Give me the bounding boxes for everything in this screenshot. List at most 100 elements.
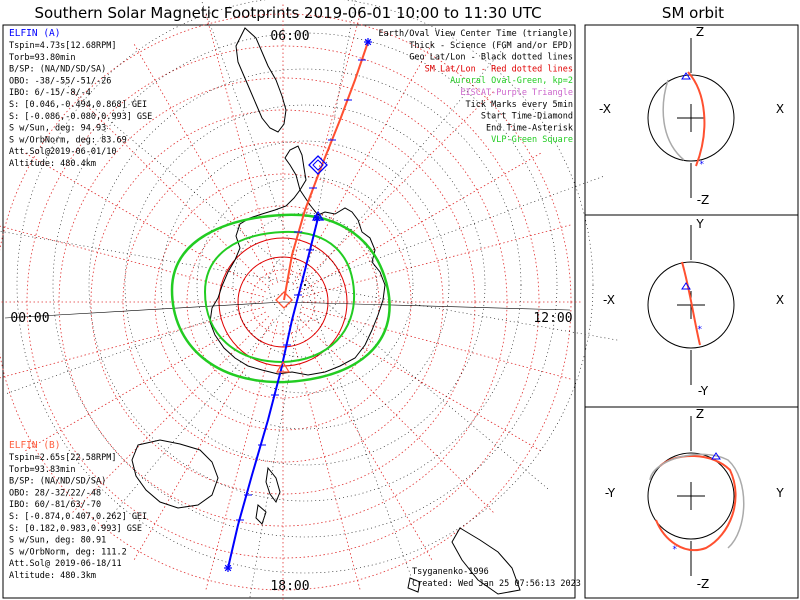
axis-label-top: Y [695,217,704,231]
geo-longitude-line [0,230,306,286]
legend-entry: End Time-Asterisk [486,123,573,133]
earth-circle [647,261,735,349]
axis-label-right: X [776,293,784,307]
orbit-triangle [681,72,691,80]
orbit-triangle [711,452,721,460]
sm-orbit-panels: Z -Z -X X Y -Y -X X Z -Z -Y Y * * * [599,25,784,591]
figure-title: Southern Solar Magnetic Footprints 2019-… [34,4,541,22]
sm-latlon-grid [0,2,583,600]
sm-longitude-line [287,12,362,283]
elfin-b-info: ELFIN (B) Tspin=2.65s[22.58RPM] Torb=93.83… [9,440,147,581]
sm-longitude-line [296,89,496,289]
auroral-ovals [170,213,391,384]
satellite-param: Att.Sol@2019-06-01/10 [9,147,116,157]
midnight-meridian [4,301,284,319]
satellite-param: Altitude: 480.4km [9,159,96,169]
sm-longitude-line [287,321,362,592]
satellite-param: S w/OrbNorm, deg: 111.2 [9,547,127,557]
sm-longitude-line [302,306,573,381]
island-coastline [407,577,421,593]
axis-label-left: -X [599,102,611,116]
geo-longitude-line [304,175,606,286]
elfin-b-track [283,41,369,301]
geo-latitude-circle [268,248,342,322]
orbit-panel-title: SM orbit [662,4,724,22]
sm-longitude-line [302,223,573,298]
time-label-left: 00:00 [10,311,49,326]
satellite-param: Att.Sol@ 2019-06-18/11 [9,559,122,569]
center-time-triangle [275,360,291,373]
legend-entry: SM Lat/Lon - Red dotted lines [425,64,573,74]
satellite-param: S: [0.046,-0.494,0.868] GEI [9,100,147,110]
africa-coastline [451,527,521,595]
orbit-a-curve [662,79,685,161]
elfin-a-start-diamond [308,155,328,175]
orbit-b-curve [687,71,706,167]
geo-longitude-line [4,284,306,395]
elfin-b-start-diamond [275,291,293,309]
geo-longitude-line [304,284,415,586]
polar-map: 06:00 00:00 12:00 18:00 Earth/Oval View … [0,0,621,600]
sm-longitude-line [300,311,544,453]
legend-entry: Geo Lat/Lon - Black dotted lines [409,53,573,63]
satellite-param: Altitude: 480.3km [9,571,96,581]
sm-longitude-line [22,151,266,293]
sm-longitude-line [70,315,270,515]
map-frame [2,24,576,599]
sm-longitude-line [300,151,544,293]
credit-created: Created: Wed Jan 25 07:56:13 2023 [412,579,581,589]
satellite-name: ELFIN (A) [9,28,60,39]
satellite-param: Tspin=4.73s[12.68RPM] [9,41,116,51]
geo-longitude-line [304,284,551,491]
elfin-a-end-asterisk-3 [224,564,232,572]
geo-longitude-line [99,284,306,531]
satellite-param: B/SP: (NA/ND/SD/SA) [9,477,106,487]
satellite-param: IBO: 60/-81/63/-70 [9,500,101,510]
legend-entry: Tick Marks every 5min [466,100,573,110]
auroral-oval-outer [170,213,391,384]
elfin-a-end-asterisk [364,38,372,46]
pole-circle [237,256,329,348]
axis-label-right: X [776,102,784,116]
antarctic-peninsula [284,145,307,192]
geo-longitude-line [200,0,306,286]
elfin-a-track [227,217,319,569]
satellite-param: IBO: 6/-15/-8/-4 [9,88,91,98]
geo-latitude-circle [16,0,594,574]
satellite-param: Torb=93.80min [9,53,76,63]
antarctica-coastline [209,189,386,376]
sm-longitude-line [292,319,434,563]
axis-label-bottom: -Z [697,193,710,207]
axis-label-left: -Y [605,486,616,500]
orbit-a-curve [649,453,745,549]
sm-longitude-line [292,41,434,285]
geo-longitude-line [304,39,511,286]
center-time-triangle-a [311,210,325,221]
axis-label-top: Z [696,407,704,421]
sm-longitude-line [204,321,279,592]
elfin-a-info: ELFIN (A) Tspin=4.73s[12.68RPM] Torb=93.80… [9,28,152,169]
new-zealand-coastline [255,466,281,525]
geo-latitude-circle [88,68,522,502]
orbit-panel-3: Z -Z -Y Y [605,407,784,591]
satellite-tracks [224,38,372,572]
legend: Earth/Oval View Center Time (triangle) Th… [379,29,573,145]
noon-meridian [282,301,571,311]
australia-coastline [131,439,219,509]
geo-longitude-line [304,284,621,341]
orbit-b-curve [655,455,737,551]
satellite-param: S w/Sun, deg: 80.91 [9,536,106,546]
satellite-param: S: [-0.874,0.407,0.262] GEI [9,512,147,522]
orbit-asterisk: * [672,545,677,555]
sm-longitude-line [0,306,264,379]
satellite-param: Torb=93.83min [9,465,76,475]
time-label-top: 06:00 [270,29,309,44]
orbit-panel-1: Z -Z -X X [599,25,784,207]
legend-entry: Start Time-Diamond [481,112,573,122]
legend-entry: VLP-Green Square [491,135,573,145]
satellite-name: ELFIN (B) [9,440,60,451]
sm-longitude-line [22,311,266,453]
satellite-param: OBO: -38/-55/-51/-26 [9,76,111,86]
south-america-coastline [235,27,287,133]
